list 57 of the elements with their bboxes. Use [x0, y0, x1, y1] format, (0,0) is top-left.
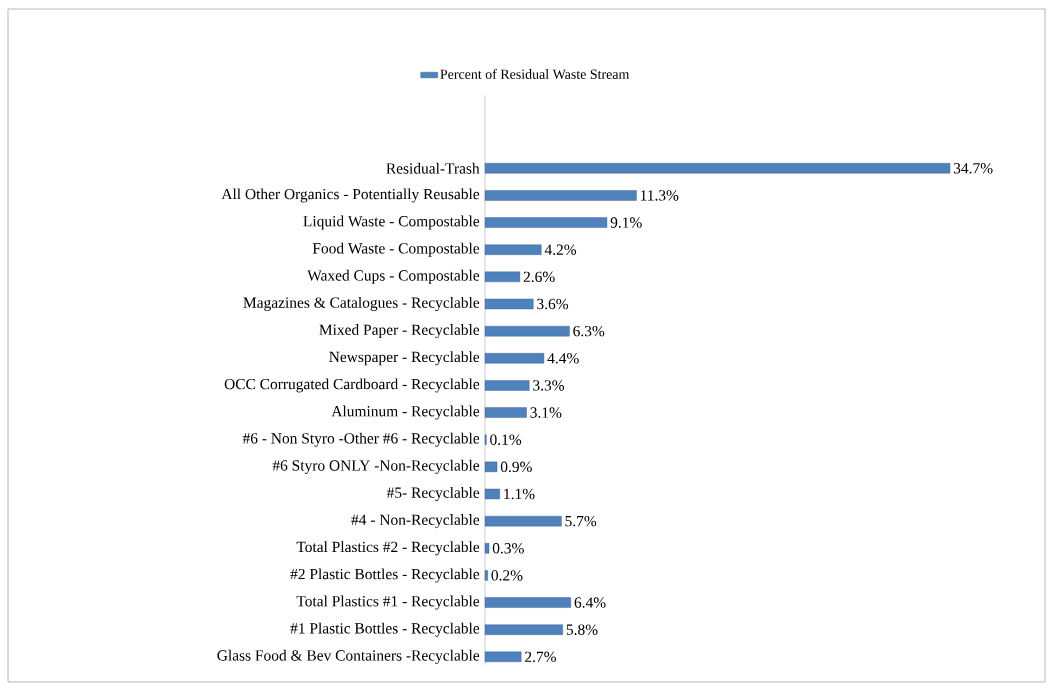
bar — [484, 624, 563, 635]
data-label: 5.7% — [565, 515, 597, 527]
y-tick-label: All Other Organics - Potentially Reusable — [221, 188, 480, 203]
bar — [484, 515, 562, 527]
data-label: 3.6% — [537, 298, 569, 310]
bar — [484, 244, 542, 255]
bar — [484, 190, 637, 201]
bar — [484, 353, 545, 364]
y-tick-label: Food Waste - Compostable — [312, 242, 480, 257]
bar — [484, 543, 490, 554]
bar — [484, 597, 571, 608]
bar — [484, 325, 570, 337]
data-label: 6.3% — [573, 325, 605, 337]
data-label: 3.1% — [530, 407, 562, 418]
bar — [484, 163, 951, 174]
bar — [484, 461, 498, 473]
data-label: 5.8% — [566, 624, 598, 635]
data-label: 0.2% — [491, 570, 523, 581]
y-tick-label: #6 - Non Styro -Other #6 - Recyclable — [242, 432, 480, 447]
bar — [484, 271, 521, 283]
y-tick-label: #2 Plastic Bottles - Recyclable — [290, 568, 480, 583]
y-tick-label: Newspaper - Recyclable — [329, 351, 480, 366]
bar — [484, 488, 500, 500]
data-label: 2.6% — [523, 271, 555, 283]
bar — [484, 407, 527, 418]
y-tick-label: Total Plastics #1 - Recyclable — [296, 595, 480, 610]
data-label: 0.3% — [492, 543, 524, 554]
legend-label: Percent of Residual Waste Stream — [440, 68, 630, 80]
data-label: 6.4% — [574, 597, 606, 608]
data-label: 1.1% — [504, 488, 535, 500]
bar — [484, 380, 530, 391]
data-label: 0.9% — [500, 461, 532, 473]
bar — [484, 298, 534, 310]
data-label: 2.7% — [525, 651, 557, 663]
y-tick-label: Residual-Trash — [386, 162, 480, 174]
y-tick-label: Liquid Waste - Compostable — [303, 215, 480, 230]
data-label: 3.3% — [533, 380, 565, 391]
data-label: 34.7% — [953, 163, 993, 174]
y-tick-label: Mixed Paper - Recyclable — [319, 324, 480, 339]
data-label: 9.1% — [610, 217, 642, 228]
y-tick-label: Magazines & Catalogues - Recyclable — [243, 296, 480, 312]
bar — [484, 217, 608, 228]
data-label: 11.3% — [640, 190, 679, 201]
data-label: 0.1% — [490, 434, 522, 445]
bar — [484, 651, 522, 663]
y-tick-label: Total Plastics #2 - Recyclable — [296, 541, 480, 556]
bar — [484, 570, 488, 581]
y-tick-label: Aluminum - Recyclable — [331, 405, 480, 420]
data-label: 4.4% — [547, 353, 579, 364]
y-tick-label: #4 - Non-Recyclable — [351, 514, 480, 529]
y-tick-label: OCC Corrugated Cardboard - Recyclable — [224, 378, 480, 393]
y-tick-label: #1 Plastic Bottles - Recyclable — [290, 622, 480, 637]
y-tick-label: Waxed Cups - Compostable — [307, 269, 480, 284]
y-tick-label: Glass Food & Bev Containers -Recyclable — [217, 649, 480, 664]
data-label: 4.2% — [544, 244, 577, 255]
y-tick-label: #6 Styro ONLY -Non-Recyclable — [272, 459, 480, 474]
y-tick-label: #5- Recyclable — [386, 486, 480, 502]
